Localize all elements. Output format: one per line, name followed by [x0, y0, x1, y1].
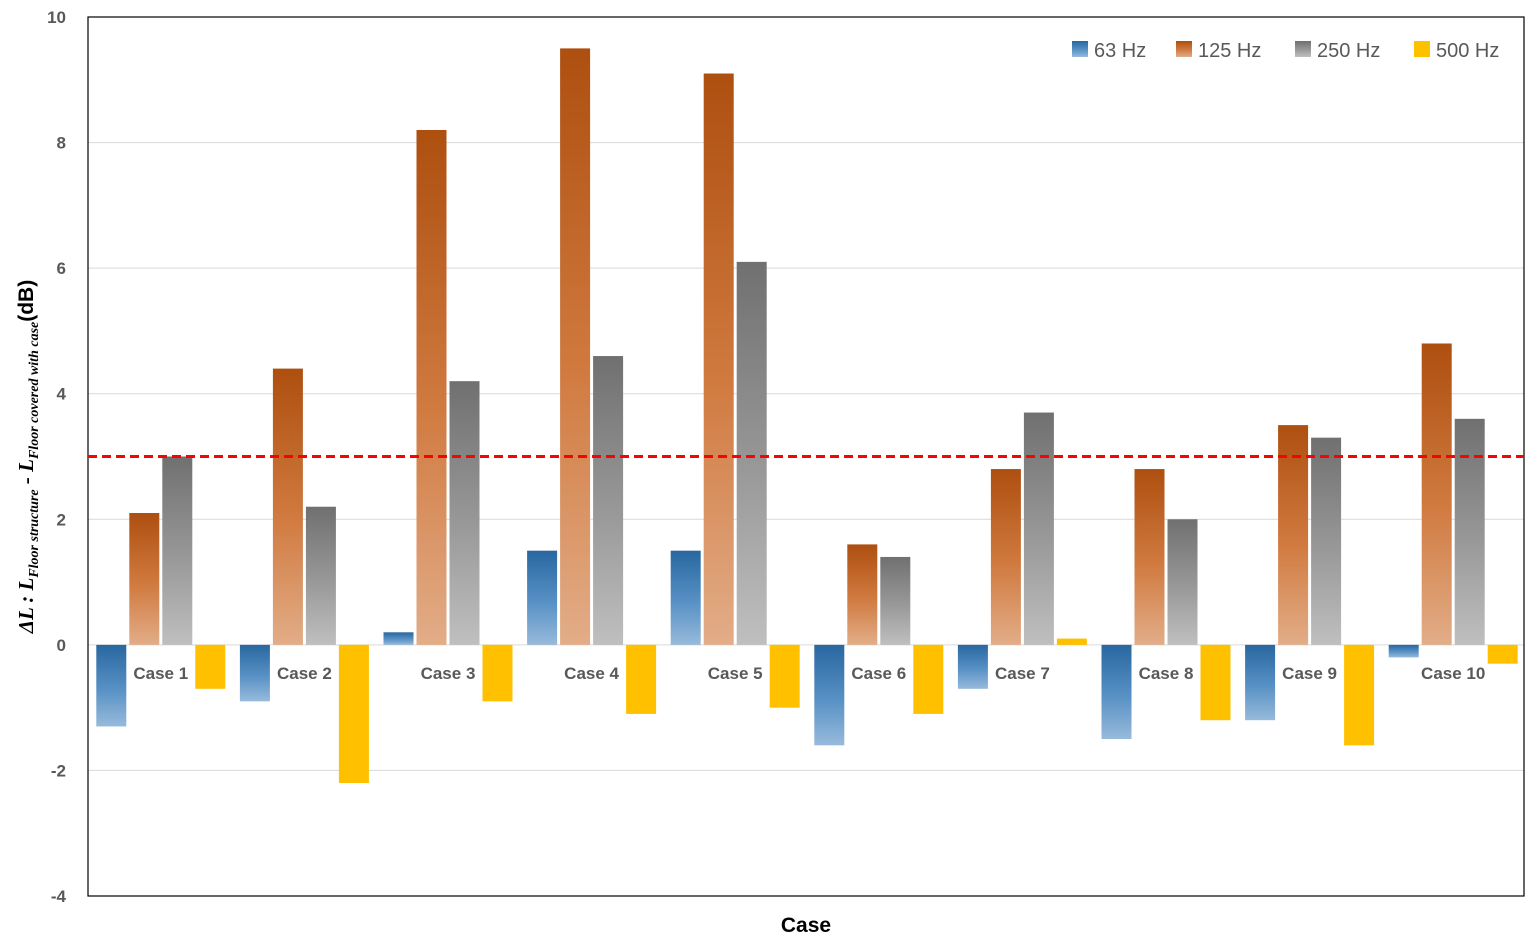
legend-label: 63 Hz [1094, 40, 1146, 62]
bar-63hz-case-1 [96, 644, 127, 727]
bar-125hz-case-10 [1421, 343, 1452, 645]
y-title-mid: - L [14, 459, 38, 489]
category-label: Case 8 [1139, 664, 1194, 683]
y-tick-label: 2 [57, 510, 66, 529]
bar-500hz-case-4 [626, 644, 657, 714]
y-tick-label: -2 [51, 761, 66, 780]
bar-125hz-case-2 [272, 368, 303, 645]
bar-63hz-case-2 [239, 644, 270, 702]
category-label: Case 1 [133, 664, 188, 683]
y-axis-title: ΔL : LFloor structure - LFloor covered w… [14, 280, 42, 634]
bar-125hz-case-7 [990, 469, 1021, 645]
bar-500hz-case-8 [1200, 644, 1231, 721]
bar-63hz-case-9 [1245, 644, 1276, 721]
bar-500hz-case-2 [338, 644, 369, 783]
legend-swatch [1072, 41, 1088, 57]
bar-250hz-case-7 [1023, 412, 1054, 645]
bar-500hz-case-9 [1344, 644, 1375, 746]
legend-swatch [1176, 41, 1192, 57]
bar-250hz-case-6 [880, 556, 911, 645]
y-title-sub1: Floor structure [27, 489, 42, 578]
y-tick-label: 0 [57, 636, 66, 655]
bar-250hz-case-3 [449, 381, 480, 645]
bar-500hz-case-10 [1487, 644, 1518, 664]
legend: 63 Hz 125 Hz 250 Hz 500 Hz [1072, 40, 1499, 62]
y-tick-label: 8 [57, 134, 66, 153]
bar-125hz-case-3 [416, 130, 447, 645]
bar-63hz-case-7 [957, 644, 988, 689]
bar-250hz-case-4 [593, 356, 624, 645]
y-tick-label: 10 [47, 8, 66, 27]
bar-63hz-case-5 [670, 550, 701, 645]
category-label: Case 10 [1421, 664, 1485, 683]
bar-63hz-case-6 [814, 644, 845, 746]
x-axis-title: Case [781, 914, 831, 937]
y-tick-label: 6 [57, 259, 66, 278]
bar-125hz-case-1 [129, 513, 160, 645]
category-labels: Case 1 Case 2 Case 3 Case 4 Case 5 Case 6 Case… [133, 664, 1485, 683]
legend-swatch [1295, 41, 1311, 57]
category-label: Case 7 [995, 664, 1050, 683]
bar-500hz-case-1 [195, 644, 226, 689]
bar-250hz-case-2 [305, 506, 336, 645]
bar-125hz-case-4 [560, 48, 591, 645]
bar-63hz-case-8 [1101, 644, 1132, 740]
bar-500hz-case-5 [769, 644, 800, 708]
legend-label: 250 Hz [1317, 40, 1380, 62]
category-label: Case 3 [421, 664, 476, 683]
bar-250hz-case-5 [736, 261, 767, 645]
y-tick-label: -4 [51, 887, 67, 906]
bar-500hz-case-6 [913, 644, 944, 714]
bar-63hz-case-10 [1388, 644, 1419, 658]
bar-125hz-case-6 [847, 544, 878, 645]
bar-125hz-case-9 [1278, 425, 1309, 645]
bars [96, 48, 1518, 783]
y-title-suffix: (dB) [15, 280, 38, 322]
legend-label: 500 Hz [1436, 40, 1499, 62]
legend-swatch [1414, 41, 1430, 57]
y-title-sub2: Floor covered with case [27, 322, 42, 460]
legend-label: 125 Hz [1198, 40, 1261, 62]
y-axis-ticks: -4 -2 0 2 4 6 8 10 [47, 8, 66, 906]
category-label: Case 5 [708, 664, 763, 683]
bar-63hz-case-4 [527, 550, 558, 645]
category-label: Case 4 [564, 664, 619, 683]
category-label: Case 9 [1282, 664, 1337, 683]
bar-125hz-case-5 [703, 73, 734, 645]
bar-250hz-case-10 [1454, 418, 1485, 645]
bar-250hz-case-9 [1311, 437, 1342, 645]
category-label: Case 6 [851, 664, 906, 683]
bar-125hz-case-8 [1134, 469, 1165, 645]
bar-63hz-case-3 [383, 632, 414, 645]
bar-250hz-case-1 [162, 456, 193, 645]
bar-250hz-case-8 [1167, 519, 1198, 645]
y-title-prefix: ΔL : L [14, 578, 38, 635]
bar-500hz-case-7 [1056, 638, 1087, 645]
category-label: Case 2 [277, 664, 332, 683]
bar-500hz-case-3 [482, 644, 513, 702]
y-tick-label: 4 [57, 385, 67, 404]
